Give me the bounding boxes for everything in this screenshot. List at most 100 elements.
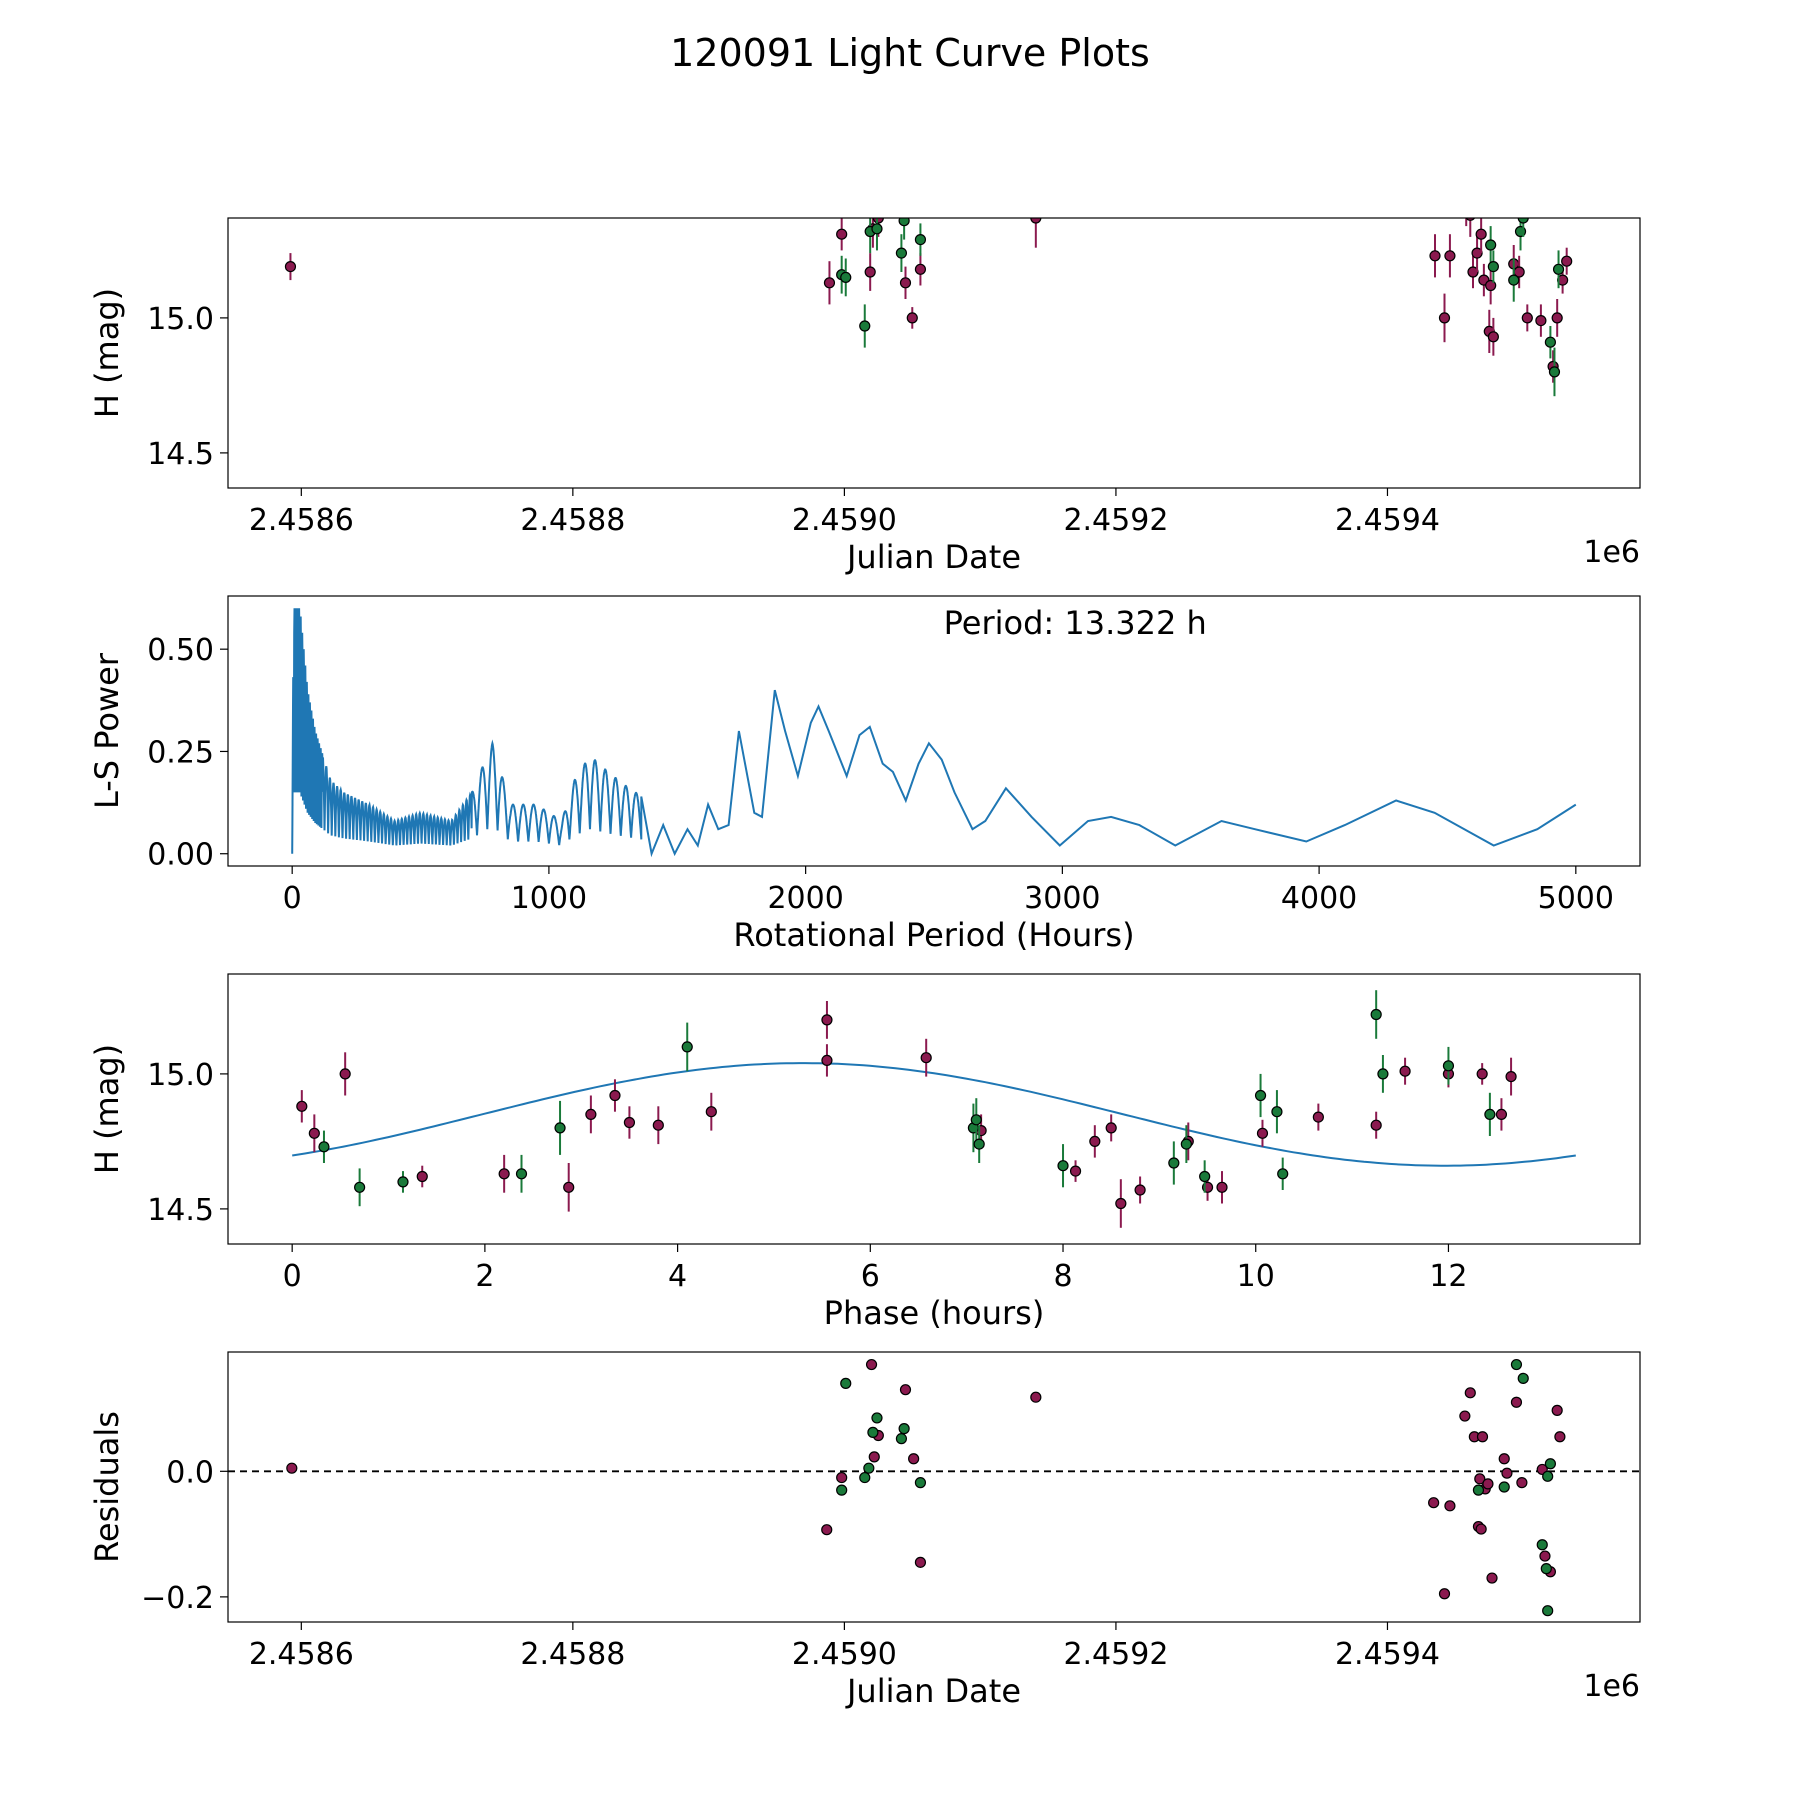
lightcurve-ytick-label: 15.0 xyxy=(147,302,214,337)
residuals-xtick-label: 2.4590 xyxy=(792,1637,897,1672)
phased-data-point xyxy=(296,1100,308,1112)
figure-title: 120091 Light Curve Plots xyxy=(670,31,1150,75)
residuals-xtick-label: 2.4594 xyxy=(1335,1637,1440,1672)
residuals-data-point xyxy=(859,1471,871,1484)
lightcurve-offset-label: 1e6 xyxy=(1583,535,1640,570)
residuals-data-point xyxy=(863,1462,875,1474)
lightcurve-series-b xyxy=(836,218,1565,397)
phased-data-point xyxy=(623,1116,636,1129)
residuals-data-point xyxy=(868,1451,880,1463)
periodogram-xtick-label: 2000 xyxy=(767,881,843,916)
periodogram-xtick-label: 3000 xyxy=(1024,881,1100,916)
residuals-xtick-label: 2.4586 xyxy=(249,1637,354,1672)
phased-plot-area xyxy=(292,990,1576,1228)
phased-data-point xyxy=(1476,1068,1488,1080)
lightcurve-data-point xyxy=(1561,255,1573,267)
phased-data-point xyxy=(339,1068,351,1080)
phased-xtick-label: 8 xyxy=(1053,1259,1072,1294)
phased-data-point xyxy=(416,1170,428,1183)
lightcurve-data-point xyxy=(1485,239,1497,251)
lightcurve-data-point xyxy=(284,261,297,273)
lightcurve-data-point xyxy=(1487,331,1499,343)
lightcurve-data-point xyxy=(859,320,871,332)
lightcurve-data-point xyxy=(914,234,927,246)
residuals-xlabel: Julian Date xyxy=(845,1672,1021,1710)
phased-data-point xyxy=(705,1106,717,1118)
lightcurve-data-point xyxy=(1485,279,1497,292)
periodogram-power-line xyxy=(291,608,1577,858)
residuals-data-point xyxy=(1517,1372,1529,1384)
phased-ytick-label: 14.5 xyxy=(147,1193,214,1228)
periodogram-xtick-label: 1000 xyxy=(511,881,587,916)
residuals-data-point xyxy=(1482,1478,1494,1490)
residuals-data-point xyxy=(1444,1500,1456,1512)
lightcurve-data-point xyxy=(1461,200,1471,210)
phased-data-point xyxy=(1256,1127,1269,1139)
lightcurve-ylabel: H (mag) xyxy=(88,288,126,418)
residuals-data-point xyxy=(1498,1453,1510,1465)
phased-xtick-label: 0 xyxy=(283,1259,302,1294)
residuals-data-point xyxy=(899,1384,912,1396)
residuals-data-point xyxy=(865,1358,878,1371)
phased-data-point xyxy=(1370,1008,1382,1021)
periodogram-xtick-label: 0 xyxy=(283,881,302,916)
phased-data-point xyxy=(1168,1157,1180,1169)
lightcurve-data-point xyxy=(823,277,836,289)
phased-data-point xyxy=(515,1168,528,1180)
periodogram-plot-area xyxy=(291,608,1577,858)
residuals-data-point xyxy=(1030,1391,1042,1403)
lightcurve-data-point xyxy=(1487,261,1499,273)
phased-ytick-label: 15.0 xyxy=(147,1058,214,1093)
periodogram-ytick-label: 0.25 xyxy=(147,735,214,770)
residuals-data-point xyxy=(867,1426,879,1438)
phased-data-point xyxy=(1105,1122,1117,1134)
lightcurve-data-point xyxy=(836,228,848,240)
phased-data-point xyxy=(1399,1065,1411,1077)
residuals-data-point xyxy=(1459,1410,1471,1422)
residuals-data-point xyxy=(1475,1523,1487,1535)
lightcurve-data-point xyxy=(906,312,918,324)
periodogram-xtick-label: 5000 xyxy=(1538,881,1614,916)
phased-data-point xyxy=(1199,1170,1211,1183)
residuals-data-point xyxy=(1510,1396,1523,1408)
phased-xtick-label: 12 xyxy=(1429,1259,1467,1294)
phased-data-point xyxy=(1484,1108,1496,1121)
phased-data-point xyxy=(318,1141,330,1153)
residuals-offset-label: 1e6 xyxy=(1583,1669,1640,1704)
lightcurve-data-point xyxy=(1508,274,1520,286)
lightcurve-plot-area xyxy=(284,200,1573,397)
residuals-data-point xyxy=(1516,1477,1528,1489)
lightcurve-data-point xyxy=(1521,312,1533,324)
periodogram-period-annotation: Period: 13.322 h xyxy=(944,604,1207,642)
residuals-series-a xyxy=(286,1358,1566,1600)
periodogram-ylabel: L-S Power xyxy=(88,652,126,809)
phased-data-point xyxy=(1277,1168,1289,1180)
phased-data-point xyxy=(652,1119,664,1131)
lightcurve-data-point xyxy=(1552,263,1565,275)
phased-data-point xyxy=(1495,1108,1508,1121)
phased-data-point xyxy=(397,1176,409,1188)
lightcurve-xtick-label: 2.4586 xyxy=(249,503,354,538)
lightcurve-data-point xyxy=(898,218,910,227)
phased-data-point xyxy=(1254,1089,1267,1102)
phased-xlabel: Phase (hours) xyxy=(824,1294,1045,1332)
lightcurve-xtick-label: 2.4590 xyxy=(792,503,897,538)
residuals-data-point xyxy=(1472,1484,1485,1496)
phased-data-point xyxy=(1312,1111,1324,1123)
residuals-ylabel: Residuals xyxy=(88,1411,126,1563)
residuals-ytick-label: −0.2 xyxy=(141,1581,214,1616)
lightcurve-data-point xyxy=(914,263,927,275)
phased-data-point xyxy=(821,1014,833,1026)
residuals-data-point xyxy=(1474,1473,1486,1485)
residuals-data-point xyxy=(914,1477,927,1489)
phased-data-point xyxy=(1057,1160,1069,1172)
periodogram-panel: 0 1000 2000 3000 4000 5000 0.00 0.25 0.50 Rotatio… xyxy=(88,595,1641,954)
phased-data-point xyxy=(1134,1184,1146,1196)
phased-ylabel: H (mag) xyxy=(88,1044,126,1174)
lightcurve-data-point xyxy=(1030,218,1042,224)
lightcurve-data-point xyxy=(864,266,876,278)
phased-data-point xyxy=(609,1089,621,1102)
phased-data-point xyxy=(973,1138,985,1150)
phased-series-a xyxy=(296,1001,1517,1228)
